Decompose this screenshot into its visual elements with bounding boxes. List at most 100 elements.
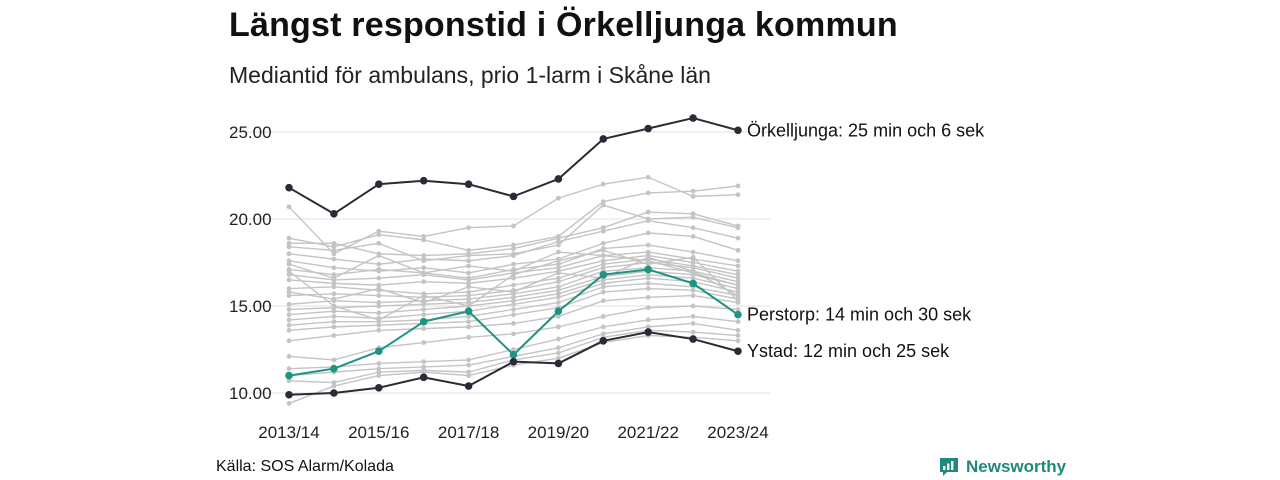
- highlighted-series-2-point: [330, 364, 338, 373]
- background-series-20-point: [421, 359, 427, 365]
- background-series-17-point: [511, 312, 516, 318]
- background-series-7-point: [331, 272, 337, 278]
- background-series-11-point: [735, 275, 741, 281]
- background-series-26-point: [331, 303, 337, 309]
- highlighted-series-1-point: [599, 135, 608, 143]
- background-series-12-point: [556, 284, 561, 290]
- background-series-21-point: [376, 366, 382, 372]
- background-series-26-point: [690, 254, 696, 260]
- background-series-25-point: [735, 293, 741, 298]
- background-series-25-point: [645, 254, 651, 260]
- chart-subtitle: Mediantid för ambulans, prio 1-larm i Sk…: [229, 62, 711, 88]
- highlighted-series-3: [285, 328, 742, 399]
- background-series-9-point: [421, 279, 427, 285]
- background-series-22-point: [376, 369, 382, 375]
- background-series-18-point: [556, 314, 561, 319]
- background-series-20-point: [286, 366, 292, 372]
- background-series-22-point: [286, 378, 292, 384]
- background-series-15-point: [421, 312, 427, 318]
- background-series-13-point: [376, 303, 382, 309]
- background-series-22-point: [556, 350, 561, 356]
- highlighted-series-1-point: [554, 175, 563, 183]
- background-series-1-line: [288, 176, 739, 255]
- background-series-9-point: [286, 277, 292, 283]
- x-tick-label: 2013/14: [258, 423, 319, 442]
- background-series-6-point: [690, 234, 696, 239]
- background-series-16-point: [286, 322, 292, 328]
- background-series-24-point: [556, 249, 561, 255]
- background-series-22-point: [735, 333, 741, 338]
- background-series-20-point: [690, 314, 696, 319]
- background-series-25-point: [511, 289, 516, 295]
- brand: Newsworthy: [938, 456, 1066, 478]
- x-tick-label: 2021/22: [617, 423, 678, 442]
- background-series-2-point: [286, 235, 292, 241]
- x-tick-label: 2017/18: [438, 423, 499, 442]
- background-series-4-point: [331, 247, 337, 253]
- background-series-5-point: [286, 251, 292, 257]
- background-series-14-point: [690, 275, 696, 281]
- background-series-9-point: [690, 260, 696, 265]
- background-series-21-point: [735, 327, 741, 333]
- background-series-24-point: [376, 253, 382, 258]
- background-series-5-point: [735, 235, 741, 241]
- background-series-11-point: [556, 279, 561, 285]
- background-series-3-point: [600, 225, 606, 231]
- background-series-5-point: [645, 218, 651, 224]
- background-series-9-point: [466, 280, 471, 286]
- background-series-19-point: [645, 305, 651, 311]
- highlighted-series-1-point: [509, 192, 518, 201]
- background-series-1-point: [466, 225, 471, 231]
- background-series-12-point: [735, 279, 741, 285]
- background-series-2-point: [376, 232, 382, 238]
- background-series-17-point: [600, 289, 606, 295]
- background-series-24-point: [511, 268, 516, 274]
- background-series-6: [286, 230, 741, 276]
- highlighted-series-3-point: [419, 373, 428, 382]
- background-series-21-point: [466, 362, 471, 368]
- background-series-24: [286, 249, 741, 288]
- series-label: Perstorp: 14 min och 30 sek: [747, 305, 972, 325]
- highlighted-series-1-point: [330, 209, 338, 218]
- background-series-19-point: [511, 331, 516, 337]
- background-series-21-point: [556, 345, 561, 351]
- background-series-26-point: [556, 258, 561, 264]
- background-series-26-point: [376, 317, 382, 323]
- background-series-24-point: [735, 282, 741, 288]
- background-series-10-point: [600, 261, 606, 267]
- x-tick-label: 2019/20: [528, 423, 589, 442]
- background-series-18-point: [466, 324, 471, 330]
- background-series-2-point: [690, 188, 696, 194]
- background-series-19-point: [556, 324, 561, 330]
- background-series-6-point: [331, 265, 337, 271]
- background-series-2-point: [645, 190, 651, 196]
- background-series-25-point: [690, 268, 696, 274]
- background-series-24-point: [421, 270, 427, 276]
- background-series-16-point: [645, 280, 651, 286]
- background-series-1-point: [645, 174, 651, 180]
- background-series-25-point: [286, 289, 292, 295]
- background-series-5-point: [466, 258, 471, 264]
- background-series-13-point: [286, 307, 292, 312]
- series-annotations: Örkelljunga: 25 min och 6 sek Perstorp: 1…: [747, 120, 985, 361]
- background-series-26-point: [600, 247, 606, 253]
- background-series-2-point: [735, 183, 741, 189]
- background-series-22-point: [331, 380, 337, 385]
- highlighted-series-2: [285, 265, 742, 380]
- background-series-26-point: [286, 268, 292, 274]
- highlighted-series-3-point: [689, 335, 697, 343]
- background-series-8-point: [735, 263, 741, 269]
- background-series-15-point: [645, 275, 651, 281]
- background-series-20-point: [376, 361, 382, 366]
- y-axis-ticks: 10.00 15.00 20.00 25.00: [229, 123, 272, 403]
- background-series-6-point: [645, 230, 651, 236]
- background-series-9-point: [600, 258, 606, 264]
- background-series-26-point: [511, 272, 516, 278]
- background-series-15-point: [735, 289, 741, 295]
- background-series-24-point: [466, 263, 471, 269]
- background-series-13-point: [511, 294, 516, 300]
- background-series-21-point: [690, 321, 696, 326]
- background-series-23-point: [421, 369, 427, 375]
- background-series-16-point: [556, 300, 561, 305]
